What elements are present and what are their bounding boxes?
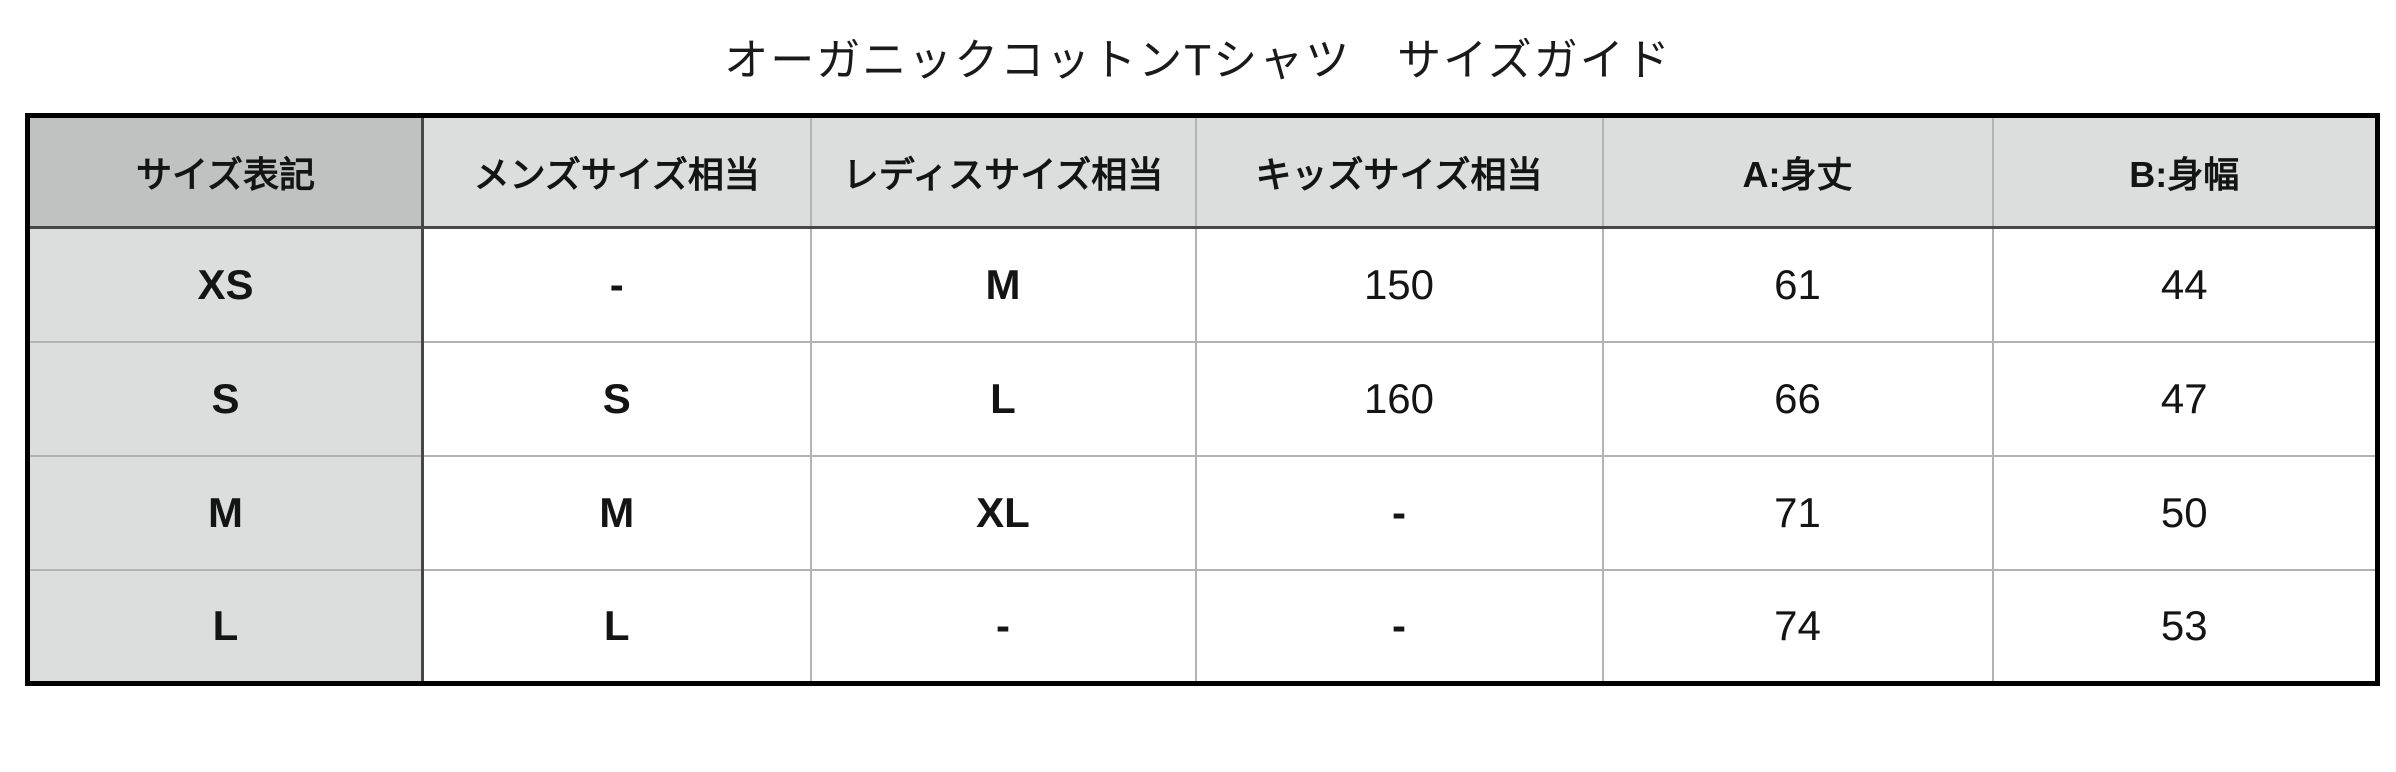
value-cell-body-length: 71 xyxy=(1601,454,1994,571)
value-cell-body-width: 50 xyxy=(1991,454,2379,571)
value-cell-mens-size: L xyxy=(421,568,812,685)
value-cell-body-width: 47 xyxy=(1991,340,2379,457)
value-cell-kids-size: - xyxy=(1194,568,1604,685)
table-row: S S L 160 66 47 xyxy=(26,340,2379,457)
size-label-cell: XS xyxy=(26,226,424,343)
value-cell-body-length: 66 xyxy=(1601,340,1994,457)
column-header-ladies-size: レディスサイズ相当 xyxy=(809,114,1197,229)
value-cell-body-length: 61 xyxy=(1601,226,1994,343)
table-row: M M XL -71 50 xyxy=(26,454,2379,571)
value-cell-ladies-size: M xyxy=(809,226,1197,343)
value-cell-ladies-size: - xyxy=(809,568,1197,685)
value-cell-kids-size: 150 xyxy=(1194,226,1604,343)
value-cell-mens-size: M xyxy=(421,454,812,571)
column-header-size-label: サイズ表記 xyxy=(26,114,424,229)
value-cell-mens-size: - xyxy=(421,226,812,343)
size-label-cell: M xyxy=(26,454,424,571)
table-row: XS - M 150 61 44 xyxy=(26,226,2379,343)
table-row: L L - -74 53 xyxy=(26,568,2379,685)
value-cell-body-length: 74 xyxy=(1601,568,1994,685)
value-cell-ladies-size: XL xyxy=(809,454,1197,571)
value-cell-mens-size: S xyxy=(421,340,812,457)
size-table-head: サイズ表記 メンズサイズ相当 レディスサイズ相当 キッズサイズ相当 A:身丈 B:身幅 xyxy=(26,114,2379,229)
value-cell-kids-size: - xyxy=(1194,454,1604,571)
page-title: オーガニックコットンTシャツ サイズガイド xyxy=(724,36,1672,85)
size-table-body: XS - M 150 61 44 S S L 160 66 47 M M XL -71 50 L L - -74 53 xyxy=(26,226,2379,685)
value-cell-kids-size: 160 xyxy=(1194,340,1604,457)
value-cell-body-width: 53 xyxy=(1991,568,2379,685)
size-label-cell: S xyxy=(26,340,424,457)
column-header-mens-size: メンズサイズ相当 xyxy=(421,114,812,229)
size-label-cell: L xyxy=(26,568,424,685)
value-cell-body-width: 44 xyxy=(1991,226,2379,343)
column-header-body-length: A:身丈 xyxy=(1601,114,1994,229)
column-header-kids-size: キッズサイズ相当 xyxy=(1194,114,1604,229)
value-cell-ladies-size: L xyxy=(809,340,1197,457)
column-header-body-width: B:身幅 xyxy=(1991,114,2379,229)
size-table: サイズ表記 メンズサイズ相当 レディスサイズ相当 キッズサイズ相当 A:身丈 B:身幅 X… xyxy=(25,113,2380,686)
header-row: サイズ表記 メンズサイズ相当 レディスサイズ相当 キッズサイズ相当 A:身丈 B:身幅 xyxy=(26,114,2379,229)
